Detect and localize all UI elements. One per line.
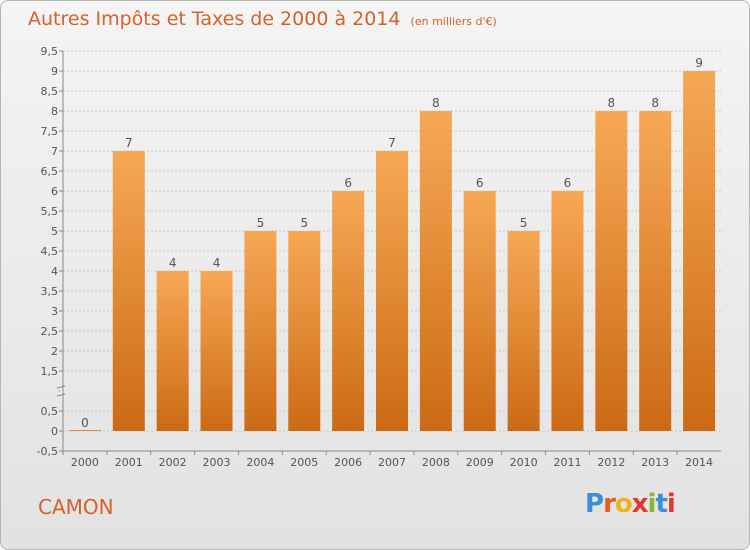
x-tick-label: 2006 xyxy=(334,456,362,469)
y-tick-label: -0,5 xyxy=(37,445,58,458)
proxiti-logo[interactable]: Proxiti xyxy=(585,489,676,519)
y-tick-label: 5,5 xyxy=(41,205,59,218)
data-label: 5 xyxy=(300,216,308,230)
data-label: 6 xyxy=(476,176,484,190)
bar xyxy=(200,271,233,431)
x-tick-label: 2012 xyxy=(597,456,625,469)
labels: -0,5 0 0,5 1,5 2 2,5 3 3,5 4 4,5 5 5,5 6 6,5 7 7,5 8 8,5 9… xyxy=(37,45,714,469)
data-label: 8 xyxy=(432,96,440,110)
x-tick-label: 2001 xyxy=(115,456,143,469)
bar xyxy=(288,231,321,431)
data-label: 0 xyxy=(81,416,89,430)
data-label: 8 xyxy=(651,96,659,110)
y-tick-label: 1,5 xyxy=(41,365,59,378)
bar xyxy=(683,71,716,431)
axis-break-mark xyxy=(56,393,66,397)
bar xyxy=(639,111,672,431)
bars xyxy=(68,71,716,431)
x-tick-label: 2009 xyxy=(466,456,494,469)
data-label: 6 xyxy=(344,176,352,190)
logo-letter: o xyxy=(614,489,633,519)
chart-title: Autres Impôts et Taxes de 2000 à 2014 (e… xyxy=(28,8,497,30)
y-tick-label: 5 xyxy=(51,225,58,238)
data-label: 9 xyxy=(695,56,703,70)
y-tick-label: 8 xyxy=(51,105,58,118)
data-label: 7 xyxy=(125,136,133,150)
logo-letter: t xyxy=(655,489,667,519)
data-label: 5 xyxy=(520,216,528,230)
bar xyxy=(551,191,584,431)
x-tick-label: 2007 xyxy=(378,456,406,469)
bar xyxy=(507,231,540,431)
y-tick-label: 2 xyxy=(51,345,58,358)
bar xyxy=(419,111,452,431)
bar xyxy=(244,231,277,431)
axes xyxy=(56,50,721,455)
y-tick-label: 8,5 xyxy=(41,85,59,98)
logo-letter: r xyxy=(603,489,616,519)
data-label: 7 xyxy=(388,136,396,150)
axis-break-mark xyxy=(56,385,66,389)
y-tick-label: 9,5 xyxy=(41,45,59,58)
logo-letter: x xyxy=(631,489,649,519)
x-tick-label: 2000 xyxy=(71,456,99,469)
data-label: 8 xyxy=(608,96,616,110)
y-tick-label: 4 xyxy=(51,265,58,278)
bar xyxy=(463,191,496,431)
y-tick-label: 7,5 xyxy=(41,125,59,138)
x-tick-label: 2004 xyxy=(246,456,274,469)
data-label: 4 xyxy=(213,256,221,270)
y-tick-label: 0,5 xyxy=(41,405,59,418)
x-tick-label: 2014 xyxy=(685,456,713,469)
x-tick-label: 2011 xyxy=(553,456,581,469)
bar xyxy=(376,151,408,431)
data-label: 5 xyxy=(257,216,265,230)
bar xyxy=(156,271,189,431)
y-tick-label: 3,5 xyxy=(41,285,59,298)
chart-title-text: Autres Impôts et Taxes de 2000 à 2014 xyxy=(28,8,401,30)
x-tick-label: 2013 xyxy=(641,456,669,469)
data-label: 6 xyxy=(564,176,572,190)
logo-letter: i xyxy=(647,489,657,519)
bar xyxy=(68,430,101,431)
y-tick-label: 6,5 xyxy=(41,165,59,178)
y-tick-label: 3 xyxy=(51,305,58,318)
city-name: CAMON xyxy=(38,495,114,519)
logo-letter: P xyxy=(585,489,604,519)
y-tick-label: 7 xyxy=(51,145,58,158)
data-label: 4 xyxy=(169,256,177,270)
x-tick-label: 2010 xyxy=(510,456,538,469)
x-tick-label: 2008 xyxy=(422,456,450,469)
x-tick-label: 2003 xyxy=(203,456,231,469)
bar xyxy=(595,111,628,431)
logo-letter: i xyxy=(666,489,676,519)
y-tick-label: 0 xyxy=(51,425,58,438)
x-tick-label: 2002 xyxy=(159,456,187,469)
y-tick-label: 9 xyxy=(51,65,58,78)
y-tick-label: 2,5 xyxy=(41,325,59,338)
y-tick-label: 4,5 xyxy=(41,245,59,258)
bar xyxy=(332,191,365,431)
chart-unit: (en milliers d'€) xyxy=(410,15,497,28)
bar xyxy=(112,151,145,431)
x-tick-label: 2005 xyxy=(290,456,318,469)
y-tick-label: 6 xyxy=(51,185,58,198)
